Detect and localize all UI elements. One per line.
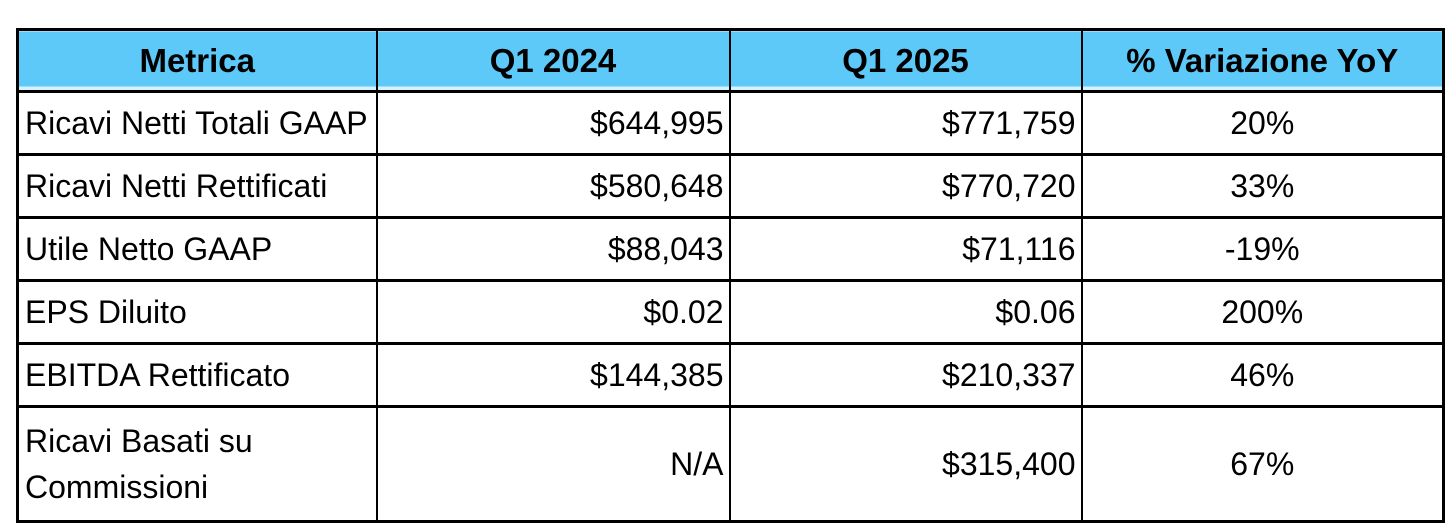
column-header-q1-2024: Q1 2024 xyxy=(375,28,731,93)
cell-yoy-change: 200% xyxy=(1080,279,1445,345)
column-header-variazione-yoy: % Variazione YoY xyxy=(1080,28,1445,93)
cell-yoy-change: 46% xyxy=(1080,342,1445,408)
cell-metric: Utile Netto GAAP xyxy=(16,216,378,282)
cell-q1-2024: N/A xyxy=(375,405,731,523)
cell-metric: Ricavi Basati su Commissioni xyxy=(16,405,378,523)
cell-metric: EBITDA Rettificato xyxy=(16,342,378,408)
table-header-row: Metrica Q1 2024 Q1 2025 % Variazione YoY xyxy=(16,28,1445,93)
cell-yoy-change: -19% xyxy=(1080,216,1445,282)
cell-yoy-change: 67% xyxy=(1080,405,1445,523)
cell-q1-2025: $315,400 xyxy=(728,405,1083,523)
table-row: Ricavi Netti Rettificati $580,648 $770,7… xyxy=(16,153,1445,219)
table-row: Ricavi Basati su Commissioni N/A $315,40… xyxy=(16,405,1445,523)
cell-q1-2025: $770,720 xyxy=(728,153,1083,219)
cell-metric: Ricavi Netti Totali GAAP xyxy=(16,90,378,156)
column-header-q1-2025: Q1 2025 xyxy=(728,28,1083,93)
cell-q1-2024: $580,648 xyxy=(375,153,731,219)
table-row: EPS Diluito $0.02 $0.06 200% xyxy=(16,279,1445,345)
table-row: Ricavi Netti Totali GAAP $644,995 $771,7… xyxy=(16,90,1445,156)
cell-q1-2024: $88,043 xyxy=(375,216,731,282)
cell-metric: EPS Diluito xyxy=(16,279,378,345)
financial-comparison-table-wrap: Metrica Q1 2024 Q1 2025 % Variazione YoY… xyxy=(16,28,1445,523)
cell-q1-2025: $771,759 xyxy=(728,90,1083,156)
cell-q1-2024: $644,995 xyxy=(375,90,731,156)
cell-q1-2024: $0.02 xyxy=(375,279,731,345)
table-row: Utile Netto GAAP $88,043 $71,116 -19% xyxy=(16,216,1445,282)
table-row: EBITDA Rettificato $144,385 $210,337 46% xyxy=(16,342,1445,408)
financial-comparison-table: Metrica Q1 2024 Q1 2025 % Variazione YoY… xyxy=(16,28,1445,523)
cell-q1-2024: $144,385 xyxy=(375,342,731,408)
cell-yoy-change: 20% xyxy=(1080,90,1445,156)
cell-q1-2025: $0.06 xyxy=(728,279,1083,345)
column-header-metrica: Metrica xyxy=(16,28,378,93)
cell-metric: Ricavi Netti Rettificati xyxy=(16,153,378,219)
cell-q1-2025: $210,337 xyxy=(728,342,1083,408)
cell-yoy-change: 33% xyxy=(1080,153,1445,219)
cell-q1-2025: $71,116 xyxy=(728,216,1083,282)
